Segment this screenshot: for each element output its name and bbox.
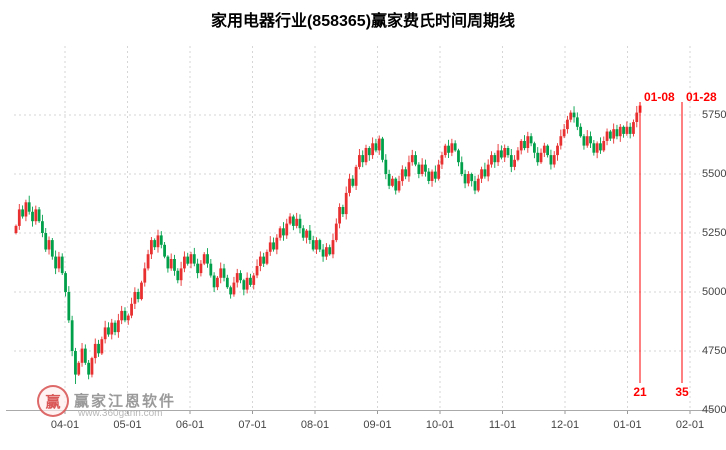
cycle-line-count-label: 35 [675, 385, 689, 399]
cycle-line-date-label: 01-28 [686, 90, 717, 104]
brand-logo-icon: 赢 [37, 385, 69, 417]
x-axis-label: 10-01 [425, 419, 455, 431]
watermark-url: www.360gann.com [78, 408, 163, 419]
x-axis-label: 06-01 [175, 419, 205, 431]
x-axis-label: 02-01 [675, 419, 705, 431]
chart-title: 家用电器行业(858365)赢家费氏时间周期线 [210, 13, 516, 30]
x-axis-label: 12-01 [550, 419, 580, 431]
x-axis-label: 05-01 [113, 419, 142, 431]
cycle-line-count-label: 21 [633, 385, 647, 399]
watermark-brand: 赢家江恩软件 [74, 393, 177, 410]
x-axis-label: 08-01 [300, 419, 330, 431]
x-axis-label: 07-01 [238, 419, 267, 431]
x-axis-label: 09-01 [363, 419, 392, 431]
x-axis-label: 11-01 [488, 419, 517, 431]
x-axis-label: 01-01 [613, 419, 642, 431]
y-axis-label: 5750 [702, 109, 726, 121]
y-axis-label: 5000 [702, 286, 726, 298]
y-axis-label: 5250 [702, 227, 726, 239]
y-axis-label: 4750 [702, 345, 726, 357]
y-axis-label: 4500 [702, 404, 726, 416]
cycle-line-date-label: 01-08 [644, 90, 675, 104]
x-axis-label: 04-01 [50, 419, 80, 431]
candlesticks [14, 102, 642, 384]
y-axis-label: 5500 [702, 168, 726, 180]
